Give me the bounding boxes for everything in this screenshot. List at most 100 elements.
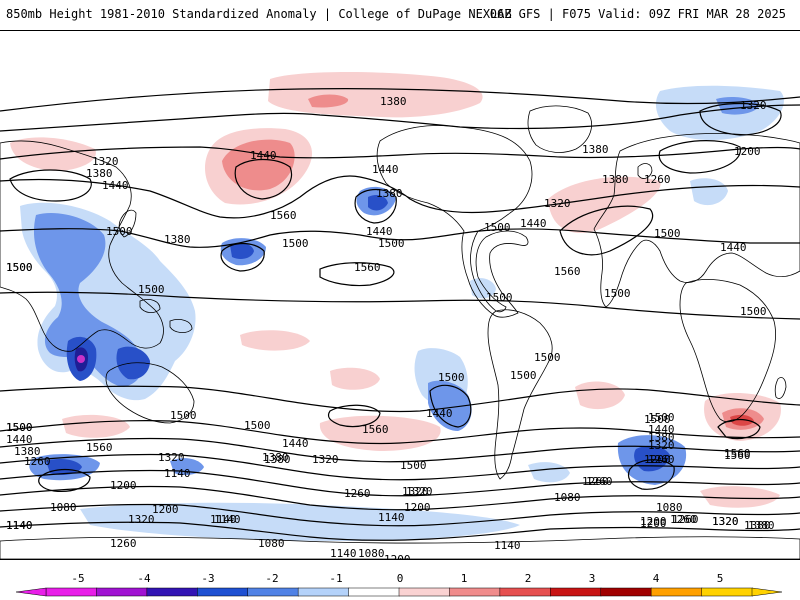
contour-label: 1320 — [406, 485, 433, 498]
colorbar-swatches — [15, 587, 783, 597]
contour-label: 1560 — [362, 423, 389, 436]
contour-label: 1500 — [170, 409, 197, 422]
contour-1080-s-indian-low — [627, 459, 675, 490]
contour-1560-atlantic — [559, 205, 654, 256]
coast-greenland — [527, 105, 592, 153]
neg-anomaly-asia-core — [33, 213, 143, 387]
contour-label: 1380 — [602, 173, 629, 186]
pos-anomaly-s-atlantic — [575, 381, 625, 410]
contour-label: 1500 — [510, 369, 537, 382]
contour-1380-south — [0, 437, 800, 463]
contour-label: 1500 — [282, 237, 309, 250]
colorbar-tick: 3 — [589, 572, 596, 585]
contour-label: 1380 — [380, 95, 407, 108]
colorbar-tick: -1 — [329, 572, 342, 585]
anomaly-extreme-marker — [77, 355, 85, 363]
contour-label: 1140 — [378, 511, 405, 524]
contour-label: 1500 — [648, 411, 675, 424]
contour-label: 1080 — [554, 491, 581, 504]
contour-labels: 1380 1320 1320 1380 1440 1440 1440 1560 … — [6, 95, 775, 559]
contour-label: 1320 — [92, 155, 119, 168]
colorbar-tick: 4 — [653, 572, 660, 585]
colorbar-swatch — [398, 587, 451, 597]
contour-label: 1500 — [138, 283, 165, 296]
coast-eurasia — [593, 133, 800, 308]
contour-1380-alaska-low — [354, 188, 397, 224]
model-run-info: 06Z GFS | F075 Valid: 09Z FRI MAR 28 202… — [489, 7, 786, 21]
colorbar-swatch — [550, 587, 602, 597]
contour-label: 1440 — [648, 423, 675, 436]
contour-1140-south — [0, 503, 800, 527]
contour-label: 1500 — [740, 305, 767, 318]
contour-label: 1140 — [6, 519, 33, 532]
contour-label: 1500 — [484, 221, 511, 234]
pos-anomaly-s-pacific — [330, 367, 380, 390]
contour-label: 1140 — [330, 547, 357, 559]
contour-label: 1320 — [312, 453, 339, 466]
contour-1380-north — [0, 88, 800, 112]
contour-1260-atlantic — [658, 140, 741, 174]
contour-1560-pacific — [319, 262, 395, 287]
contour-label: 1500 — [644, 413, 671, 426]
contour-label: 1320 — [648, 439, 675, 452]
contour-label: 1260 — [586, 475, 613, 488]
colorbar-swatch — [701, 587, 753, 597]
pos-anomaly-se-pacific — [240, 330, 310, 351]
contour-label: 1440 — [6, 433, 33, 446]
colorbar-tick-labels: -5 -4 -3 -2 -1 0 1 2 3 4 5 — [71, 572, 723, 585]
contour-1500-equator — [0, 291, 800, 320]
contour-label: 1080 — [358, 547, 385, 559]
contour-label: 1500 — [378, 237, 405, 250]
contour-label: 1260 — [24, 455, 51, 468]
contour-label: 1440 — [102, 179, 129, 192]
contour-label: 1560 — [354, 261, 381, 274]
contour-1500-s-pacific-high — [327, 404, 381, 428]
contour-label: 1200 — [640, 517, 667, 530]
contour-label: 1500 — [438, 371, 465, 384]
map-title: 850mb Height 1981-2010 Standardized Anom… — [6, 7, 512, 21]
coast-africa — [679, 279, 776, 423]
colorbar-right-arrow — [751, 587, 783, 597]
contour-label: 1500 — [6, 261, 33, 274]
colorbar-tick: 2 — [525, 572, 532, 585]
pos-anomaly-s-indian-peak — [730, 414, 754, 426]
contour-label: 1260 — [344, 487, 371, 500]
contour-label: 1380 — [744, 519, 771, 532]
contour-label: 1260 — [582, 475, 609, 488]
colorbar-swatch — [499, 587, 552, 597]
colorbar-graphic: -5 -4 -3 -2 -1 0 1 2 3 4 5 — [15, 572, 783, 597]
anomaly-map: 1380 1320 1320 1380 1440 1440 1440 1560 … — [0, 72, 800, 559]
contour-label: 1500 — [6, 421, 33, 434]
contour-label: 1500 — [106, 225, 133, 238]
coast-japan — [118, 209, 137, 238]
contour-label: 1320 — [402, 485, 429, 498]
neg-anomaly-pacific-low-core — [230, 243, 254, 259]
contour-label: 1440 — [282, 437, 309, 450]
contour-label: 1200 — [384, 553, 411, 559]
contour-label: 1140 — [6, 519, 33, 532]
contour-label: 1140 — [164, 467, 191, 480]
contour-label: 1560 — [724, 447, 751, 460]
colorbar-swatch — [247, 587, 299, 597]
contour-label: 1140 — [494, 539, 521, 552]
pos-anomaly-arctic-pacific — [268, 72, 483, 118]
colorbar-swatch — [449, 587, 501, 597]
contour-label: 1080 — [50, 501, 77, 514]
contour-1500-pacific-low — [220, 242, 265, 272]
contour-label: 1320 — [712, 515, 739, 528]
contour-1260-south — [0, 469, 800, 497]
contour-label: 1500 — [400, 459, 427, 472]
neg-anomaly-antarctic — [80, 502, 520, 541]
neg-anomaly-s-ocean-1-core — [46, 459, 82, 475]
colorbar-tick: 5 — [717, 572, 724, 585]
contour-1380-siberia — [9, 169, 92, 202]
contour-1560-s-indian — [717, 418, 761, 440]
contour-1440-north — [0, 175, 800, 219]
neg-anomaly-s-atlantic-2 — [528, 462, 570, 483]
contour-label: 1440 — [426, 407, 453, 420]
coast-australia — [105, 362, 195, 424]
contour-label: 1500 — [6, 261, 33, 274]
coast-islands-2 — [169, 319, 193, 333]
pos-anomaly-s-pole — [700, 486, 780, 508]
coast-south-america — [487, 309, 553, 480]
